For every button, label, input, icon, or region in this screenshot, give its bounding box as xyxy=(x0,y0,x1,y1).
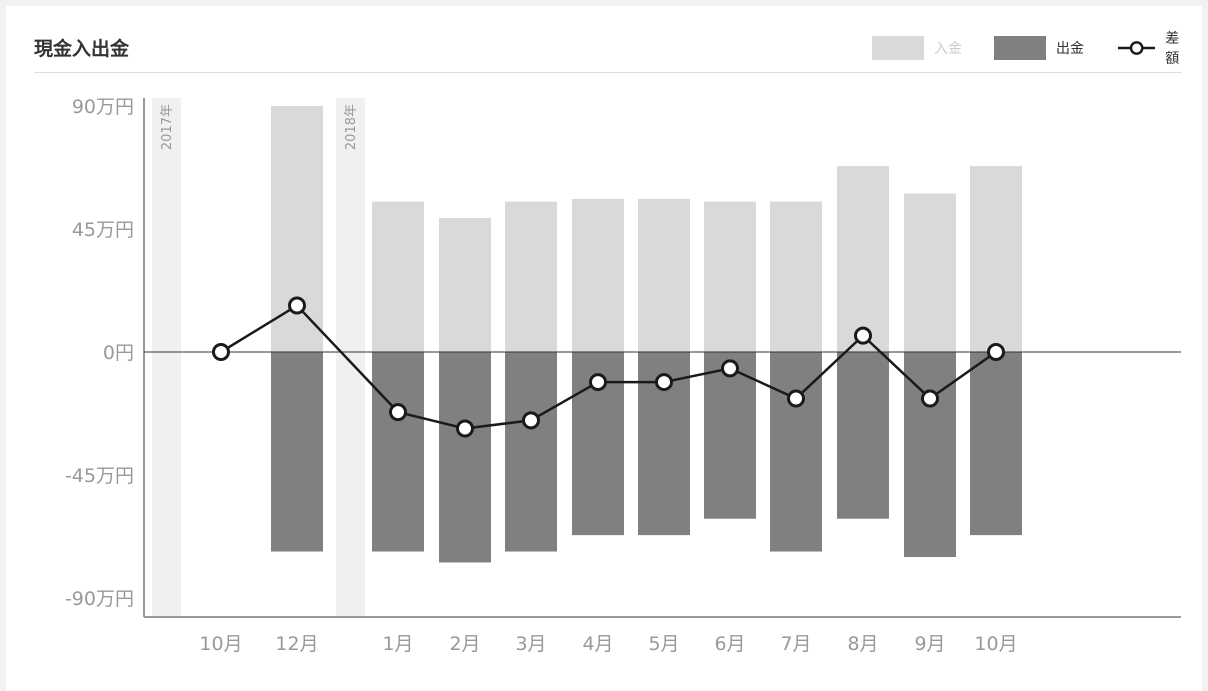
legend-label-difference: 差額 xyxy=(1165,31,1180,67)
x-tick-label: 2月 xyxy=(449,633,480,655)
deposit-bar xyxy=(505,201,557,352)
difference-point xyxy=(456,419,474,438)
x-tick-label: 6月 xyxy=(714,633,745,655)
deposit-bar xyxy=(638,198,690,352)
x-tick-label: 12月 xyxy=(275,633,318,655)
difference-point xyxy=(212,343,230,361)
difference-point xyxy=(721,359,739,378)
withdrawal-bar xyxy=(372,352,424,552)
withdrawal-bar xyxy=(970,352,1022,536)
withdrawal-swatch-icon xyxy=(994,36,1046,60)
difference-point xyxy=(854,326,872,345)
deposit-swatch-icon xyxy=(872,36,924,60)
withdrawal-bar xyxy=(770,352,822,552)
deposit-bar xyxy=(904,193,956,352)
legend: 入金 出金 差額 xyxy=(872,31,1182,67)
difference-point xyxy=(655,373,673,392)
year-band xyxy=(336,98,365,617)
difference-point xyxy=(589,373,607,392)
legend-item-difference[interactable]: 差額 xyxy=(1118,31,1188,67)
deposit-bar xyxy=(572,198,624,352)
year-label: 2017年 xyxy=(160,104,175,150)
difference-point xyxy=(288,296,306,315)
x-tick-label: 7月 xyxy=(780,633,811,655)
year-band xyxy=(152,98,181,617)
x-tick-label: 3月 xyxy=(515,633,546,655)
deposit-bar xyxy=(704,201,756,352)
withdrawal-bar xyxy=(505,352,557,552)
deposit-bar xyxy=(970,166,1022,352)
y-tick-label: -45万円 xyxy=(65,465,134,487)
chart-title: 現金入出金 xyxy=(34,38,130,60)
year-label: 2018年 xyxy=(344,104,359,150)
difference-point xyxy=(787,389,805,408)
x-tick-label: 5月 xyxy=(648,633,679,655)
y-tick-label: 0円 xyxy=(103,342,134,364)
difference-point xyxy=(921,389,939,408)
withdrawal-bar xyxy=(837,352,889,519)
deposit-bar xyxy=(770,201,822,352)
deposit-bar xyxy=(271,106,323,352)
legend-item-deposit[interactable]: 入金 xyxy=(872,34,962,62)
deposit-bar xyxy=(837,166,889,352)
chart-area: 2017年 2018年 90万円 45万円 0円 -45万円 -90万円 10月 12月 1月 2月… xyxy=(65,96,1181,655)
deposit-bar xyxy=(372,201,424,352)
y-tick-label: -90万円 xyxy=(65,588,134,610)
withdrawal-bar xyxy=(439,352,491,563)
x-tick-label: 8月 xyxy=(847,633,878,655)
legend-item-withdrawal[interactable]: 出金 xyxy=(994,34,1084,62)
chart-card: 現金入出金 入金 出金 差額 2017年 2018年 90万円 45万円 0円 -45万円… xyxy=(6,6,1202,691)
x-tick-label: 10月 xyxy=(974,633,1017,655)
x-tick-label: 1月 xyxy=(382,633,413,655)
x-tick-label: 10月 xyxy=(199,633,242,655)
difference-point xyxy=(522,411,540,430)
x-tick-label: 9月 xyxy=(914,633,945,655)
y-tick-label: 45万円 xyxy=(72,219,134,241)
difference-line xyxy=(220,303,997,430)
difference-point xyxy=(987,343,1005,361)
difference-point xyxy=(389,403,407,422)
chart-header: 現金入出金 入金 出金 差額 xyxy=(34,28,1182,73)
legend-label-deposit: 入金 xyxy=(934,41,962,57)
withdrawal-bar xyxy=(271,352,323,552)
line-marker-icon xyxy=(1118,41,1156,55)
withdrawal-bar xyxy=(704,352,756,519)
x-tick-label: 4月 xyxy=(582,633,613,655)
legend-label-withdrawal: 出金 xyxy=(1056,41,1084,57)
y-tick-label: 90万円 xyxy=(72,96,134,118)
deposit-bar xyxy=(439,218,491,352)
